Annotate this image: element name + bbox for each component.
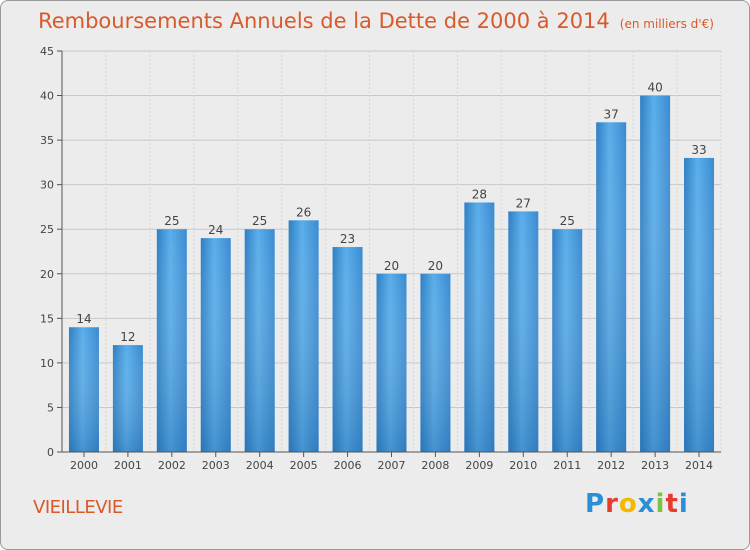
logo-letter: t xyxy=(665,489,679,519)
bar-shade xyxy=(288,220,319,452)
y-tick-label: 5 xyxy=(47,401,54,414)
x-tick-label: 2001 xyxy=(114,459,142,472)
x-tick-label: 2003 xyxy=(202,459,230,472)
logo-letter: i xyxy=(678,489,689,519)
proxiti-logo: Proxiti xyxy=(585,489,689,519)
x-tick-label: 2014 xyxy=(685,459,713,472)
bar-shade xyxy=(684,157,715,452)
bar-shade xyxy=(244,229,275,452)
logo-letter: P xyxy=(585,489,606,519)
y-tick-label: 35 xyxy=(40,134,54,147)
bar-value-label: 14 xyxy=(76,312,91,326)
bar-shade xyxy=(376,273,407,452)
y-tick-label: 20 xyxy=(40,268,54,281)
x-tick-label: 2009 xyxy=(465,459,493,472)
bar-shade xyxy=(112,345,143,452)
bar-value-label: 37 xyxy=(604,107,619,121)
bar-value-label: 33 xyxy=(691,143,706,157)
logo-letter: x xyxy=(637,489,656,519)
bar-value-label: 20 xyxy=(384,259,399,273)
logo-letter: o xyxy=(618,489,638,519)
x-tick-label: 2000 xyxy=(70,459,98,472)
bar-shade xyxy=(200,238,231,452)
x-tick-label: 2013 xyxy=(641,459,669,472)
bar-shade xyxy=(464,202,495,452)
bar-shade xyxy=(156,229,187,452)
x-tick-label: 2002 xyxy=(158,459,186,472)
bar-shade xyxy=(332,247,363,452)
bar-shade xyxy=(68,327,99,452)
x-tick-label: 2007 xyxy=(378,459,406,472)
bar-value-label: 40 xyxy=(647,81,662,95)
chart-title: Remboursements Annuels de la Dette de 20… xyxy=(38,9,610,33)
bar-value-label: 25 xyxy=(164,214,179,228)
commune-name: VIEILLEVIE xyxy=(33,497,123,518)
y-tick-label: 10 xyxy=(40,357,54,370)
x-tick-label: 2008 xyxy=(421,459,449,472)
y-tick-label: 30 xyxy=(40,179,54,192)
y-tick-label: 25 xyxy=(40,223,54,236)
x-tick-label: 2010 xyxy=(509,459,537,472)
bar-value-label: 24 xyxy=(208,223,223,237)
chart-subtitle: (en milliers d'€) xyxy=(619,17,714,31)
bar-value-label: 27 xyxy=(516,196,531,210)
bar-value-label: 28 xyxy=(472,187,487,201)
bar-value-label: 23 xyxy=(340,232,355,246)
logo-letter: r xyxy=(605,489,619,519)
bar-shade xyxy=(508,211,539,452)
logo-letter: i xyxy=(655,489,666,519)
bar-shade xyxy=(640,95,671,453)
bar-value-label: 25 xyxy=(560,214,575,228)
y-tick-label: 15 xyxy=(40,312,54,325)
x-tick-label: 2004 xyxy=(246,459,274,472)
bar-value-label: 20 xyxy=(428,259,443,273)
x-tick-label: 2012 xyxy=(597,459,625,472)
x-tick-label: 2011 xyxy=(553,459,581,472)
bar-shade xyxy=(420,273,451,452)
y-tick-label: 45 xyxy=(40,45,54,58)
bar-value-label: 26 xyxy=(296,205,311,219)
x-tick-label: 2006 xyxy=(334,459,362,472)
bar-shade xyxy=(552,229,583,452)
bar-value-label: 25 xyxy=(252,214,267,228)
bar-shade xyxy=(596,122,627,453)
chart-title-row: Remboursements Annuels de la Dette de 20… xyxy=(1,9,749,33)
x-tick-label: 2005 xyxy=(290,459,318,472)
y-tick-label: 40 xyxy=(40,90,54,103)
y-tick-label: 0 xyxy=(47,446,54,459)
bar-value-label: 12 xyxy=(120,330,135,344)
